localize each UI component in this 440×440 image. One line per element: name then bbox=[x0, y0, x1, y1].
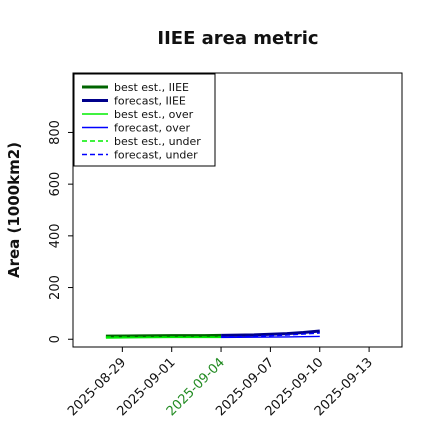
y-tick-label: 400 bbox=[48, 223, 63, 248]
legend-label: best est., over bbox=[114, 108, 194, 121]
legend-label: forecast, under bbox=[114, 149, 198, 162]
chart-title: IIEE area metric bbox=[157, 28, 318, 49]
legend-label: best est., under bbox=[114, 135, 201, 148]
series-line-0 bbox=[105, 333, 222, 338]
legend-label: best est., IIEE bbox=[114, 81, 189, 94]
y-tick-label: 0 bbox=[48, 335, 63, 343]
series-line-5 bbox=[221, 332, 320, 338]
y-axis: 0 200 400 600 800 bbox=[48, 120, 73, 343]
x-axis: 2025-08-292025-09-012025-09-042025-09-07… bbox=[65, 347, 376, 419]
y-tick-label: 600 bbox=[48, 172, 63, 197]
series-layer bbox=[105, 329, 320, 339]
plot-area bbox=[72, 72, 403, 348]
legend-label: forecast, IIEE bbox=[114, 95, 186, 108]
y-axis-label: Area (1000km2) bbox=[5, 142, 23, 278]
legend-box bbox=[73, 73, 216, 167]
legend-label: forecast, over bbox=[114, 122, 190, 135]
y-tick-label: 800 bbox=[48, 120, 63, 145]
y-tick-label: 200 bbox=[48, 275, 63, 300]
series-line-1 bbox=[221, 329, 320, 337]
